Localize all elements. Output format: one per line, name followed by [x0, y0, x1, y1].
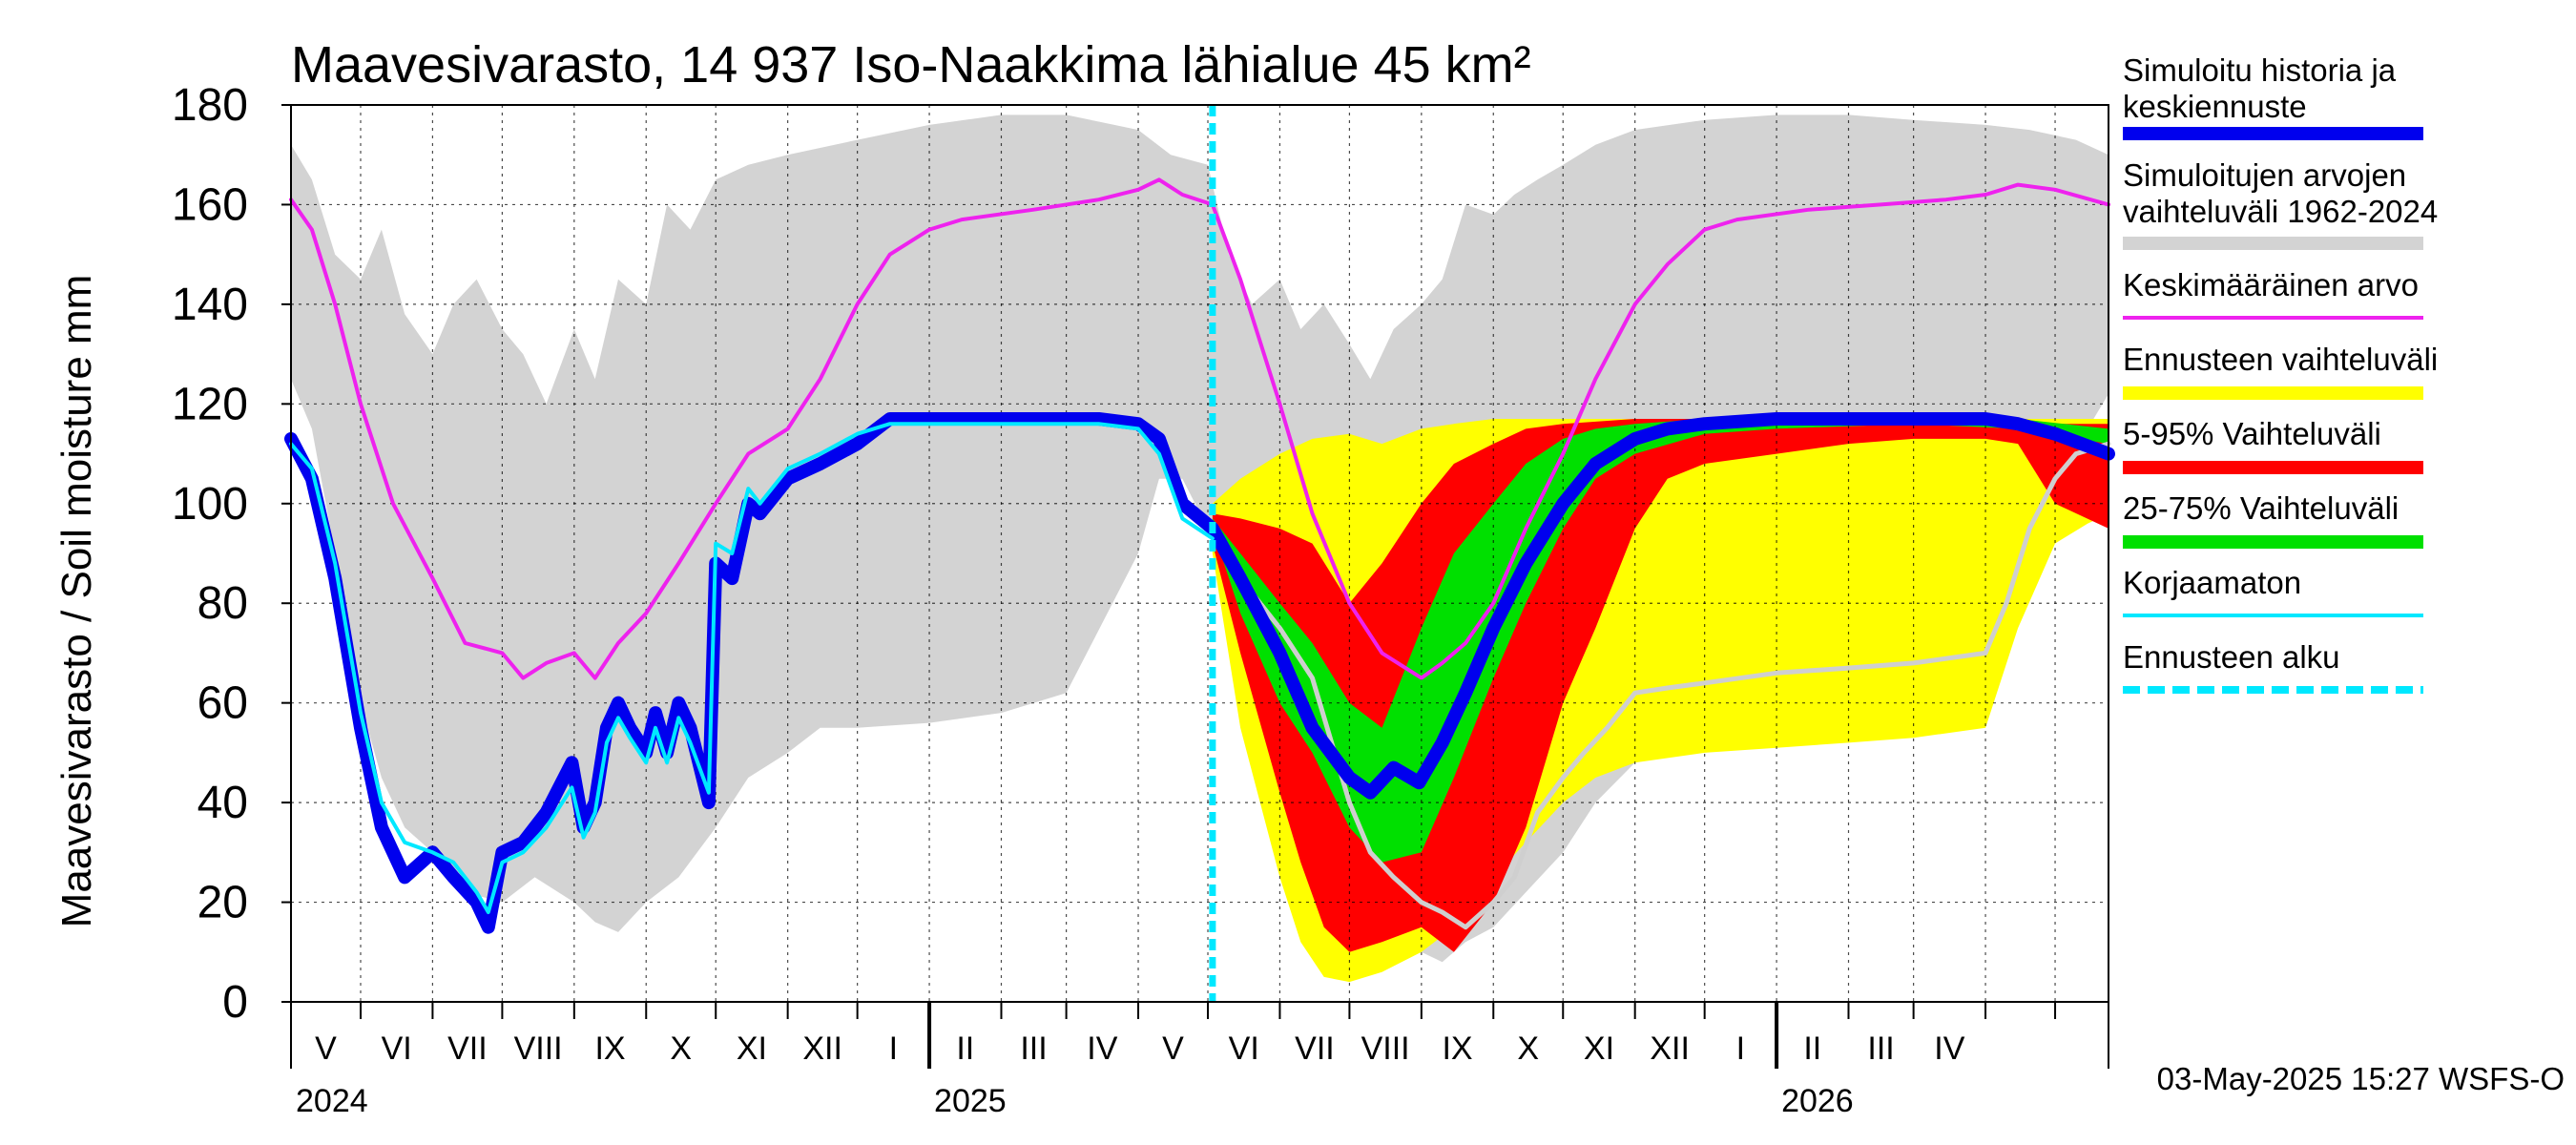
legend-p25-75-label: 25-75% Vaihteluväli [2123, 490, 2399, 526]
legend-mean-label: Keskimääräinen arvo [2123, 267, 2419, 302]
month-label: VIII [1361, 1030, 1410, 1067]
y-tick-label: 60 [197, 678, 248, 729]
month-label: VIII [514, 1030, 563, 1067]
sim-history-line [284, 412, 2115, 934]
legend-sim-range-label: vaihteluväli 1962-2024 [2123, 194, 2438, 229]
legend-forecast-range-label: Ennusteen vaihteluväli [2123, 342, 2438, 377]
uncorrected-line [289, 422, 1215, 914]
lines-layer [284, 105, 2115, 1002]
month-label: II [1803, 1030, 1821, 1067]
month-label: III [1020, 1030, 1047, 1067]
month-label: II [956, 1030, 974, 1067]
mean-line [289, 177, 2110, 680]
month-label: I [889, 1030, 898, 1067]
year-label: 2024 [296, 1083, 368, 1119]
y-axis-label: Maavesivarasto / Soil moisture mm [53, 275, 100, 928]
legend-uncorrected-label: Korjaamaton [2123, 565, 2301, 600]
month-label: VII [447, 1030, 488, 1067]
month-label: IV [1087, 1030, 1117, 1067]
month-label: I [1736, 1030, 1745, 1067]
month-label: X [1517, 1030, 1539, 1067]
year-label: 2025 [934, 1083, 1007, 1119]
prev-year-line [1210, 441, 2111, 930]
month-label: VI [1229, 1030, 1259, 1067]
y-tick-label: 180 [172, 80, 248, 131]
y-tick-label: 160 [172, 179, 248, 230]
plot-area [284, 105, 2115, 1002]
month-label: X [670, 1030, 692, 1067]
month-label: XII [802, 1030, 842, 1067]
y-tick-label: 140 [172, 280, 248, 330]
month-label: VII [1295, 1030, 1335, 1067]
month-label: IX [1442, 1030, 1472, 1067]
legend-sim-history-label: Simuloitu historia ja [2123, 52, 2397, 88]
plot-frame [290, 104, 2109, 1003]
y-tick-label: 80 [197, 578, 248, 629]
y-tick-label: 40 [197, 778, 248, 828]
month-label: XI [1584, 1030, 1614, 1067]
p5-95-band [1212, 419, 2109, 952]
footer-timestamp: 03-May-2025 15:27 WSFS-O [2157, 1061, 2565, 1096]
y-tick-label: 0 [222, 977, 248, 1028]
month-label: V [315, 1030, 337, 1067]
year-label: 2026 [1781, 1083, 1854, 1119]
chart-title: Maavesivarasto, 14 937 Iso-Naakkima lähi… [291, 36, 1531, 94]
y-tick-label: 100 [172, 479, 248, 530]
month-label: IX [594, 1030, 625, 1067]
legend-forecast-start-label: Ennusteen alku [2123, 639, 2340, 675]
month-label: III [1867, 1030, 1894, 1067]
month-label: XI [737, 1030, 767, 1067]
y-tick-label: 120 [172, 379, 248, 429]
grid-layer [291, 105, 2109, 1002]
legend-sim-history-label: keskiennuste [2123, 89, 2307, 124]
month-label: IV [1934, 1030, 1964, 1067]
y-tick-label: 20 [197, 878, 248, 928]
month-label: XII [1650, 1030, 1690, 1067]
legend-p5-95-label: 5-95% Vaihteluväli [2123, 416, 2381, 451]
month-label: V [1162, 1030, 1184, 1067]
legend-sim-range-label: Simuloitujen arvojen [2123, 157, 2406, 193]
month-label: VI [382, 1030, 412, 1067]
